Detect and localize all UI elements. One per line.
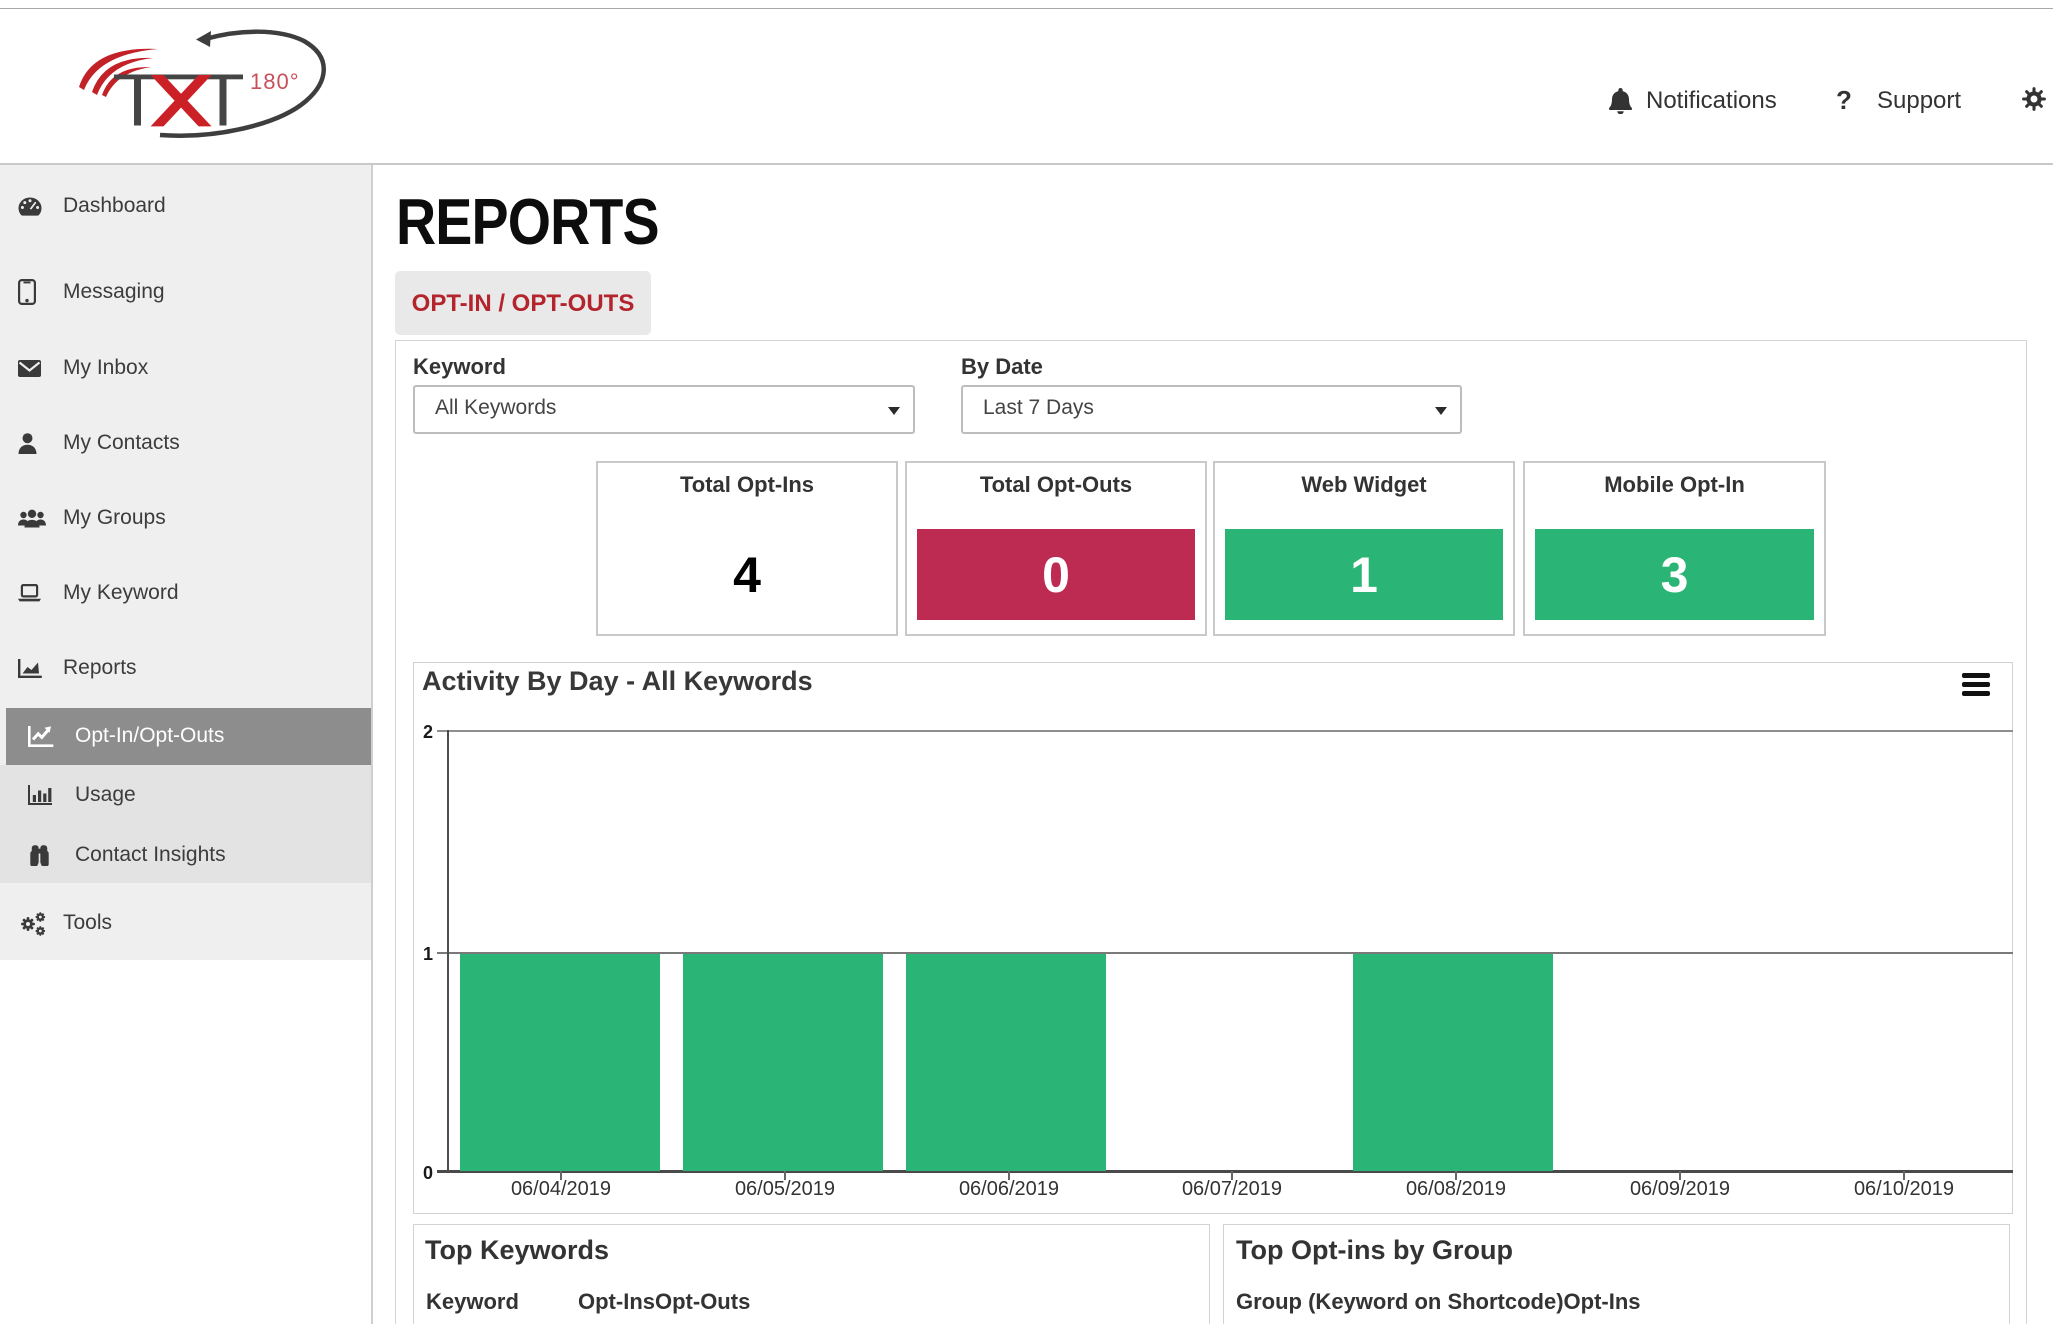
svg-text:180°: 180° bbox=[250, 69, 300, 94]
